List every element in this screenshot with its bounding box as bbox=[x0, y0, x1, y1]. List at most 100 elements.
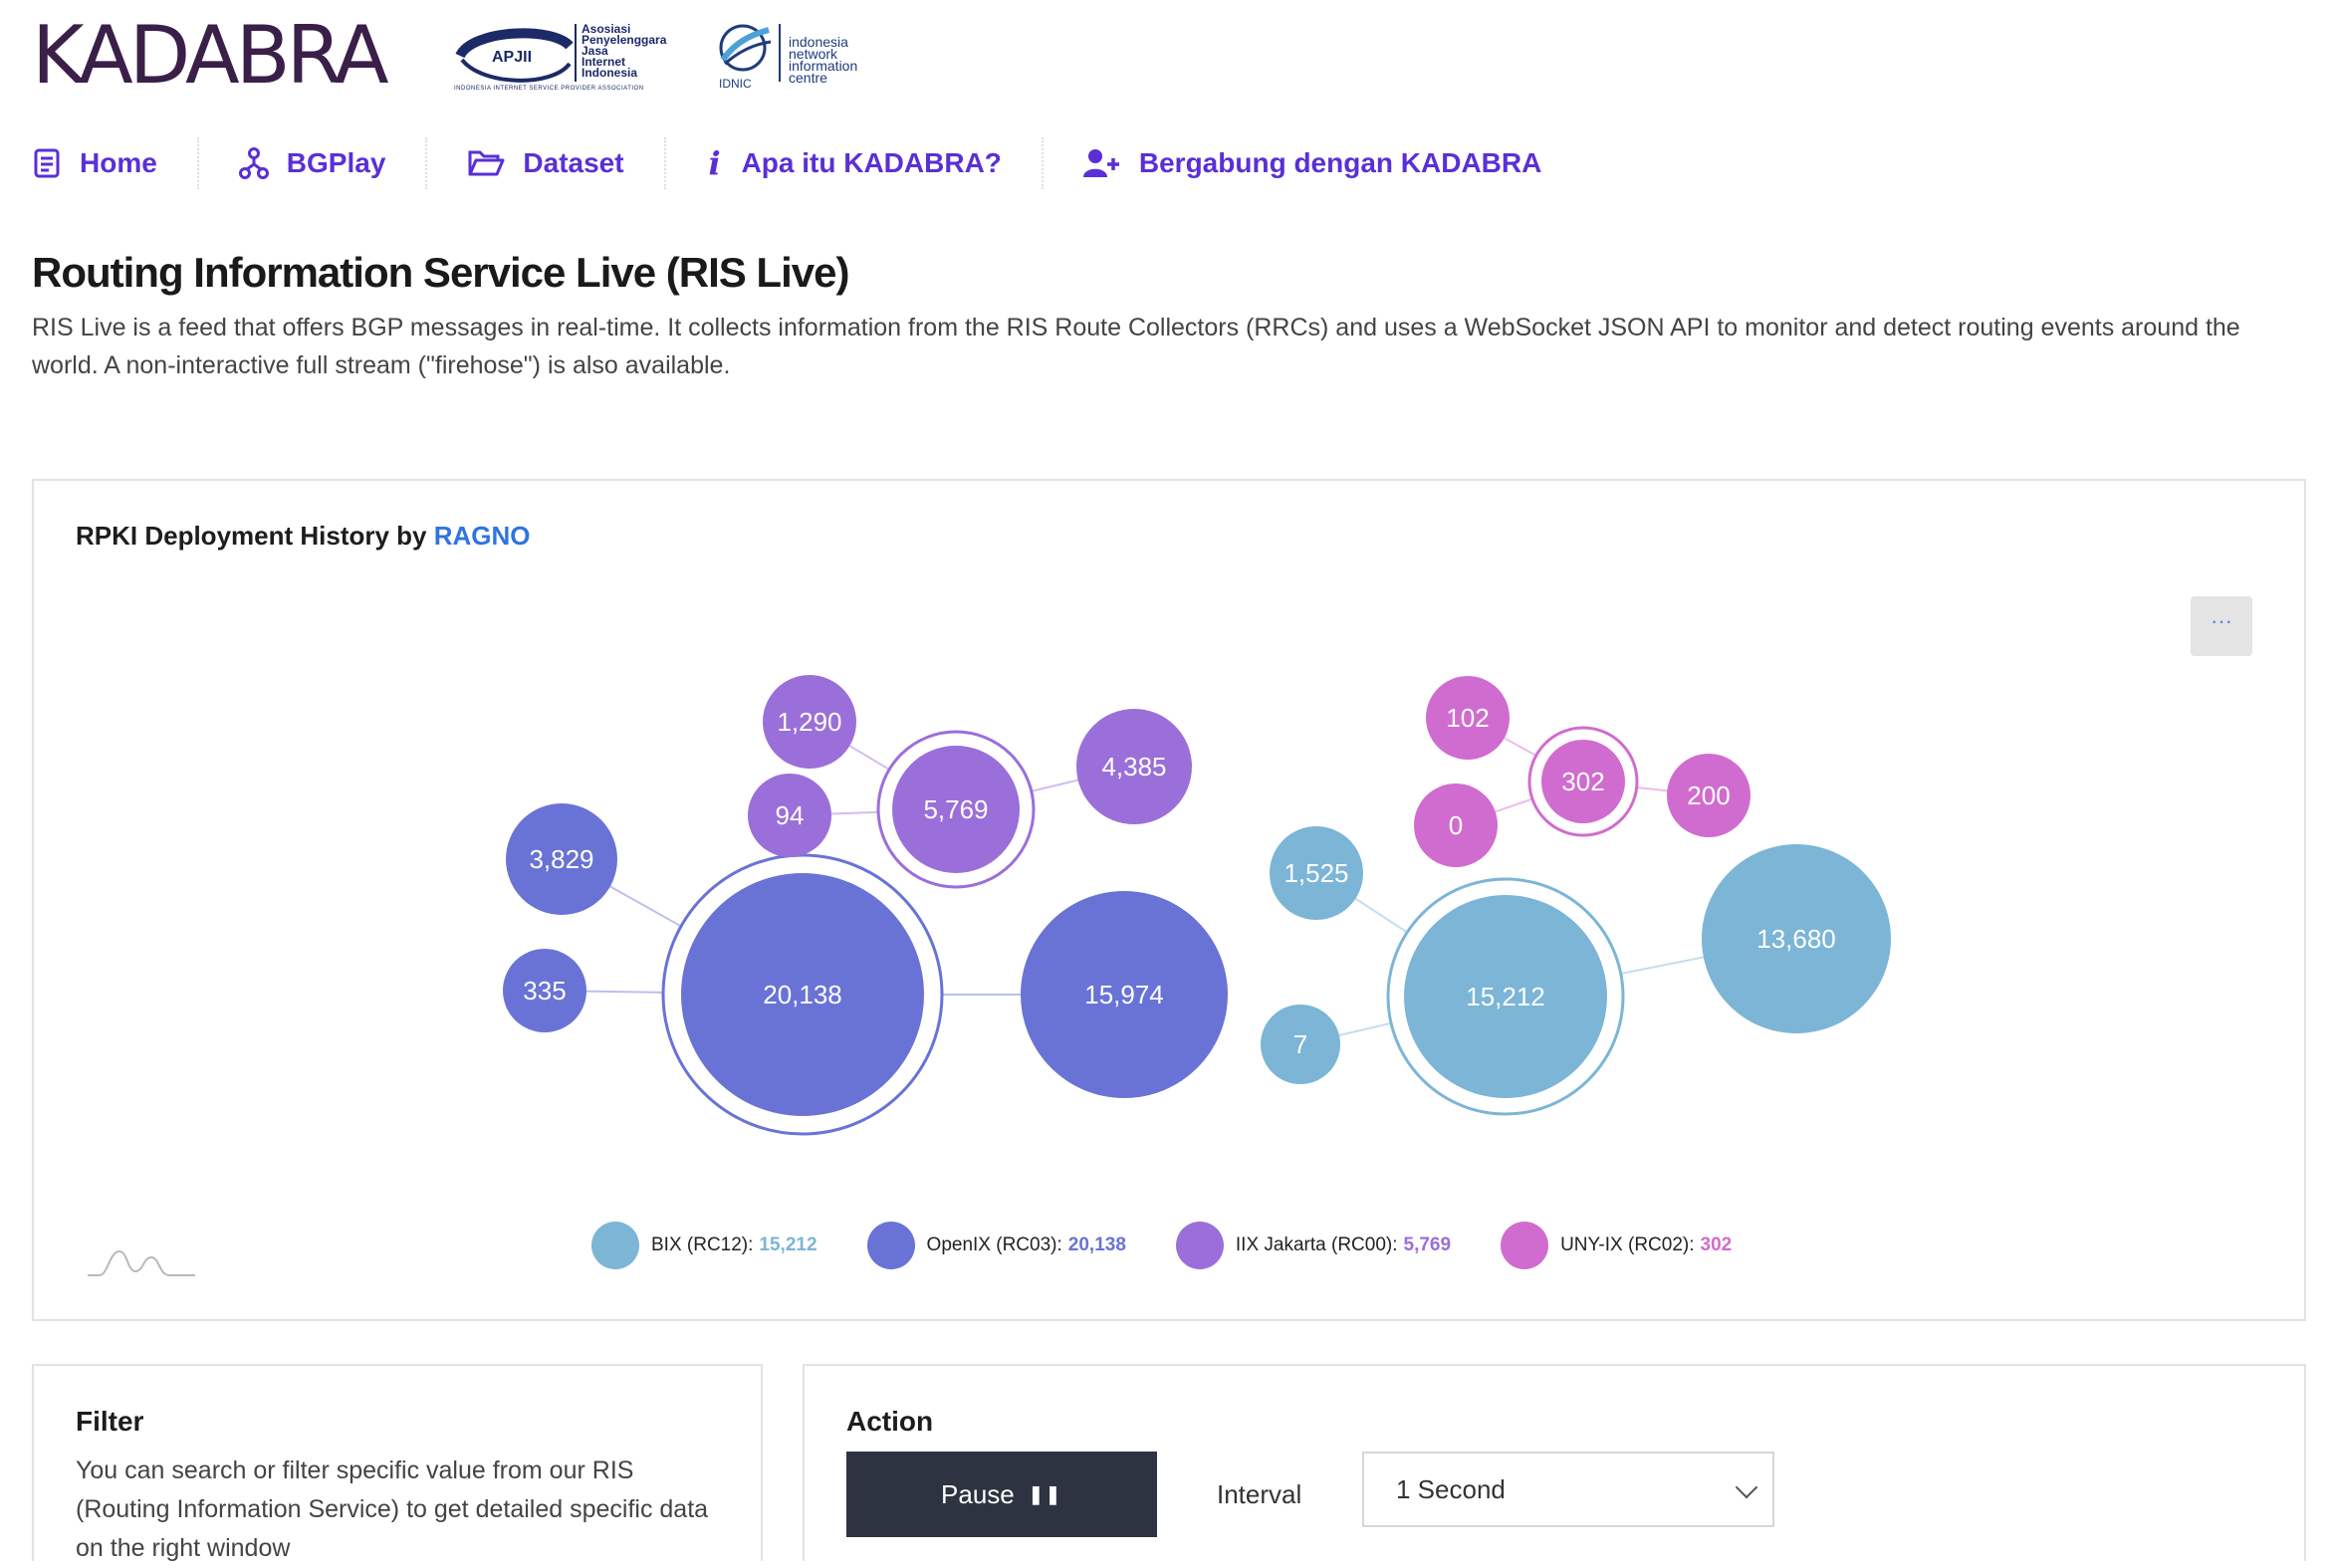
page-description: RIS Live is a feed that offers BGP messa… bbox=[32, 314, 2240, 379]
idnic-line-4: centre bbox=[789, 70, 827, 86]
nav-bgplay-label: BGPlay bbox=[286, 147, 386, 178]
apjii-line-5: Indonesia bbox=[582, 66, 638, 80]
openix-rc03-child-bubble-0[interactable] bbox=[506, 803, 617, 915]
bix-rc12-child-label-2: 13,680 bbox=[1756, 924, 1836, 954]
pause-button[interactable]: Pause ❚❚ bbox=[846, 1452, 1157, 1537]
bix-rc12-child-bubble-1[interactable] bbox=[1261, 1005, 1340, 1084]
nav-about[interactable]: i Apa itu KADABRA? bbox=[666, 137, 1044, 189]
legend-value-uny-ix: 302 bbox=[1700, 1234, 1733, 1255]
nav-home[interactable]: Home bbox=[32, 137, 199, 189]
chart-card: RPKI Deployment History by RAGNO ··· 20,… bbox=[32, 479, 2306, 1321]
iix-jakarta-rc00-child-bubble-2[interactable] bbox=[1076, 709, 1192, 824]
nav-join-label: Bergabung dengan KADABRA bbox=[1138, 147, 1542, 178]
legend-label-iix-jakarta: IIX Jakarta (RC00): bbox=[1235, 1234, 1398, 1255]
legend-item-iix-jakarta[interactable]: IIX Jakarta (RC00): 5,769 bbox=[1175, 1222, 1452, 1269]
nav-join[interactable]: Bergabung dengan KADABRA bbox=[1044, 137, 1581, 189]
idnic-globe-icon bbox=[719, 24, 772, 72]
legend-label-openix: OpenIX (RC03): bbox=[926, 1234, 1062, 1255]
interval-select[interactable]: 1 Second bbox=[1362, 1452, 1774, 1527]
nav-dataset[interactable]: Dataset bbox=[427, 137, 666, 189]
user-plus-icon bbox=[1082, 148, 1121, 178]
legend-value-iix-jakarta: 5,769 bbox=[1403, 1234, 1452, 1255]
idnic-line-2: network bbox=[789, 46, 838, 62]
nav-home-label: Home bbox=[80, 147, 157, 178]
legend-item-bix[interactable]: BIX (RC12): 15,212 bbox=[591, 1222, 817, 1269]
apjii-tagline: INDONESIA INTERNET SERVICE PROVIDER ASSO… bbox=[454, 86, 644, 92]
legend-item-openix[interactable]: OpenIX (RC03): 20,138 bbox=[866, 1222, 1126, 1269]
legend-label-bix: BIX (RC12): bbox=[651, 1234, 754, 1255]
action-title: Action bbox=[846, 1406, 934, 1437]
bix-rc12-child-bubble-0[interactable] bbox=[1270, 826, 1363, 920]
idnic-line-3: information bbox=[789, 58, 858, 74]
legend-dot-openix bbox=[866, 1222, 915, 1269]
nav-about-label: Apa itu KADABRA? bbox=[741, 147, 1002, 178]
uny-ix-rc02-center-label: 302 bbox=[1561, 767, 1604, 796]
iix-jakarta-rc00-child-bubble-0[interactable] bbox=[763, 675, 856, 769]
uny-ix-rc02-center-bubble[interactable] bbox=[1541, 740, 1625, 823]
openix-rc03-child-label-1: 335 bbox=[523, 976, 566, 1006]
legend-label-uny-ix: UNY-IX (RC02): bbox=[1560, 1234, 1695, 1255]
document-list-icon bbox=[32, 148, 62, 178]
uny-ix-rc02-child-label-2: 200 bbox=[1687, 781, 1730, 810]
chevron-down-icon bbox=[1735, 1475, 1758, 1499]
main-nav: Home BGPlay Dataset i Apa itu KADABRA? B… bbox=[32, 137, 1581, 189]
network-nodes-icon bbox=[238, 147, 269, 179]
apjii-logo[interactable]: APJII Asosiasi Penyelenggara Jasa Intern… bbox=[452, 20, 687, 94]
ragno-link[interactable]: RAGNO bbox=[433, 521, 531, 551]
openix-rc03-child-bubble-1[interactable] bbox=[503, 949, 586, 1032]
apjii-line-1: Asosiasi bbox=[582, 22, 631, 36]
info-icon: i bbox=[708, 144, 721, 182]
filter-title: Filter bbox=[76, 1406, 144, 1437]
uny-ix-rc02-child-bubble-1[interactable] bbox=[1414, 784, 1498, 867]
openix-rc03-child-bubble-2[interactable] bbox=[1021, 891, 1228, 1098]
openix-rc03-center-label: 20,138 bbox=[763, 980, 842, 1009]
bix-rc12-center-bubble[interactable] bbox=[1404, 895, 1607, 1098]
legend-dot-iix-jakarta bbox=[1175, 1222, 1224, 1269]
page-title: Routing Information Service Live (RIS Li… bbox=[32, 249, 849, 296]
pause-button-label: Pause bbox=[941, 1478, 1015, 1509]
bix-rc12-child-label-1: 7 bbox=[1293, 1029, 1307, 1059]
folder-open-icon bbox=[467, 148, 505, 178]
iix-jakarta-rc00-center-bubble[interactable] bbox=[892, 746, 1020, 873]
pause-icon: ❚❚ bbox=[1028, 1483, 1062, 1504]
bix-rc12-child-bubble-2[interactable] bbox=[1702, 844, 1891, 1033]
action-card: Action Pause ❚❚ Interval 1 Second bbox=[803, 1364, 2306, 1561]
legend-value-openix: 20,138 bbox=[1067, 1234, 1126, 1255]
openix-rc03-center-bubble[interactable] bbox=[681, 873, 924, 1116]
uny-ix-rc02-child-label-0: 102 bbox=[1446, 703, 1489, 733]
idnic-badge: IDNIC bbox=[719, 77, 752, 91]
iix-jakarta-rc00-child-label-0: 1,290 bbox=[777, 707, 841, 737]
openix-rc03-child-label-0: 3,829 bbox=[529, 844, 593, 874]
iix-jakarta-rc00-child-label-2: 4,385 bbox=[1101, 752, 1166, 782]
uny-ix-rc02-child-bubble-2[interactable] bbox=[1667, 754, 1750, 837]
interval-select-value: 1 Second bbox=[1396, 1473, 1506, 1504]
idnic-divider bbox=[779, 24, 781, 82]
amcharts-credit-icon[interactable] bbox=[86, 1243, 197, 1283]
filter-card: Filter You can search or filter specific… bbox=[32, 1364, 763, 1562]
apjii-line-3: Jasa bbox=[582, 44, 608, 58]
legend-value-bix: 15,212 bbox=[759, 1234, 817, 1255]
chart-title: RPKI Deployment History by RAGNO bbox=[76, 521, 531, 552]
uny-ix-rc02-child-label-1: 0 bbox=[1449, 810, 1463, 840]
kadabra-logo[interactable]: KADABRA bbox=[32, 9, 389, 102]
iix-jakarta-rc00-child-bubble-1[interactable] bbox=[748, 774, 831, 857]
openix-rc03-child-label-2: 15,974 bbox=[1084, 980, 1164, 1009]
nav-bgplay[interactable]: BGPlay bbox=[199, 137, 428, 189]
filter-description: You can search or filter specific value … bbox=[76, 1456, 709, 1562]
chart-menu-button[interactable]: ··· bbox=[2191, 596, 2252, 656]
header: KADABRA APJII Asosiasi Penyelenggara Jas… bbox=[32, 14, 1028, 98]
iix-jakarta-rc00-center-label: 5,769 bbox=[923, 794, 988, 824]
bix-rc12-center-label: 15,212 bbox=[1466, 982, 1545, 1011]
chart-title-prefix: RPKI Deployment History by bbox=[76, 521, 427, 551]
idnic-line-1: indonesia bbox=[789, 34, 848, 50]
uny-ix-rc02-child-bubble-0[interactable] bbox=[1426, 676, 1510, 760]
chart-legend: BIX (RC12): 15,212 OpenIX (RC03): 20,138… bbox=[591, 1218, 1781, 1273]
idnic-logo[interactable]: IDNIC indonesia network information cent… bbox=[711, 20, 870, 94]
legend-dot-bix bbox=[591, 1222, 639, 1269]
apjii-emblem-icon bbox=[455, 24, 577, 83]
bubble-chart: 20,138 3,829 335 15,974 5,769 1,290 94 4,385 15,… bbox=[503, 675, 1891, 1136]
bix-rc12-child-label-0: 1,525 bbox=[1284, 858, 1348, 888]
apjii-line-2: Penyelenggara bbox=[582, 33, 667, 47]
nav-dataset-label: Dataset bbox=[523, 147, 624, 178]
legend-item-uny-ix[interactable]: UNY-IX (RC02): 302 bbox=[1501, 1222, 1732, 1269]
